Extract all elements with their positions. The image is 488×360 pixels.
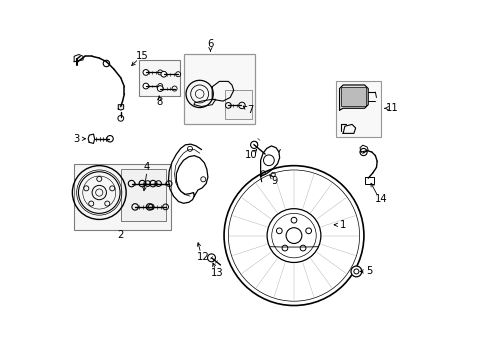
Text: 5: 5 xyxy=(366,266,372,276)
Text: 4: 4 xyxy=(143,162,150,172)
Bar xyxy=(139,60,180,96)
Text: 11: 11 xyxy=(385,103,398,113)
Text: 8: 8 xyxy=(156,97,162,107)
Bar xyxy=(183,54,255,125)
Circle shape xyxy=(142,69,148,75)
Bar xyxy=(121,169,165,221)
Text: 2: 2 xyxy=(117,230,124,239)
Circle shape xyxy=(142,83,148,89)
Text: 6: 6 xyxy=(207,40,213,49)
Bar xyxy=(224,90,251,119)
Bar xyxy=(74,164,171,230)
Text: 12: 12 xyxy=(197,252,209,262)
Text: 3: 3 xyxy=(73,134,80,144)
Text: 1: 1 xyxy=(339,220,345,230)
Circle shape xyxy=(157,86,163,91)
Bar xyxy=(364,177,373,184)
Polygon shape xyxy=(339,85,367,110)
Text: 9: 9 xyxy=(271,176,278,186)
Text: 7: 7 xyxy=(246,105,253,115)
Text: 14: 14 xyxy=(374,194,387,204)
Bar xyxy=(335,81,380,137)
Polygon shape xyxy=(118,105,123,110)
Text: 15: 15 xyxy=(136,50,148,60)
Circle shape xyxy=(350,266,361,277)
Bar xyxy=(341,87,366,107)
Text: 10: 10 xyxy=(244,150,257,160)
Text: 13: 13 xyxy=(211,268,224,278)
Circle shape xyxy=(161,71,166,77)
